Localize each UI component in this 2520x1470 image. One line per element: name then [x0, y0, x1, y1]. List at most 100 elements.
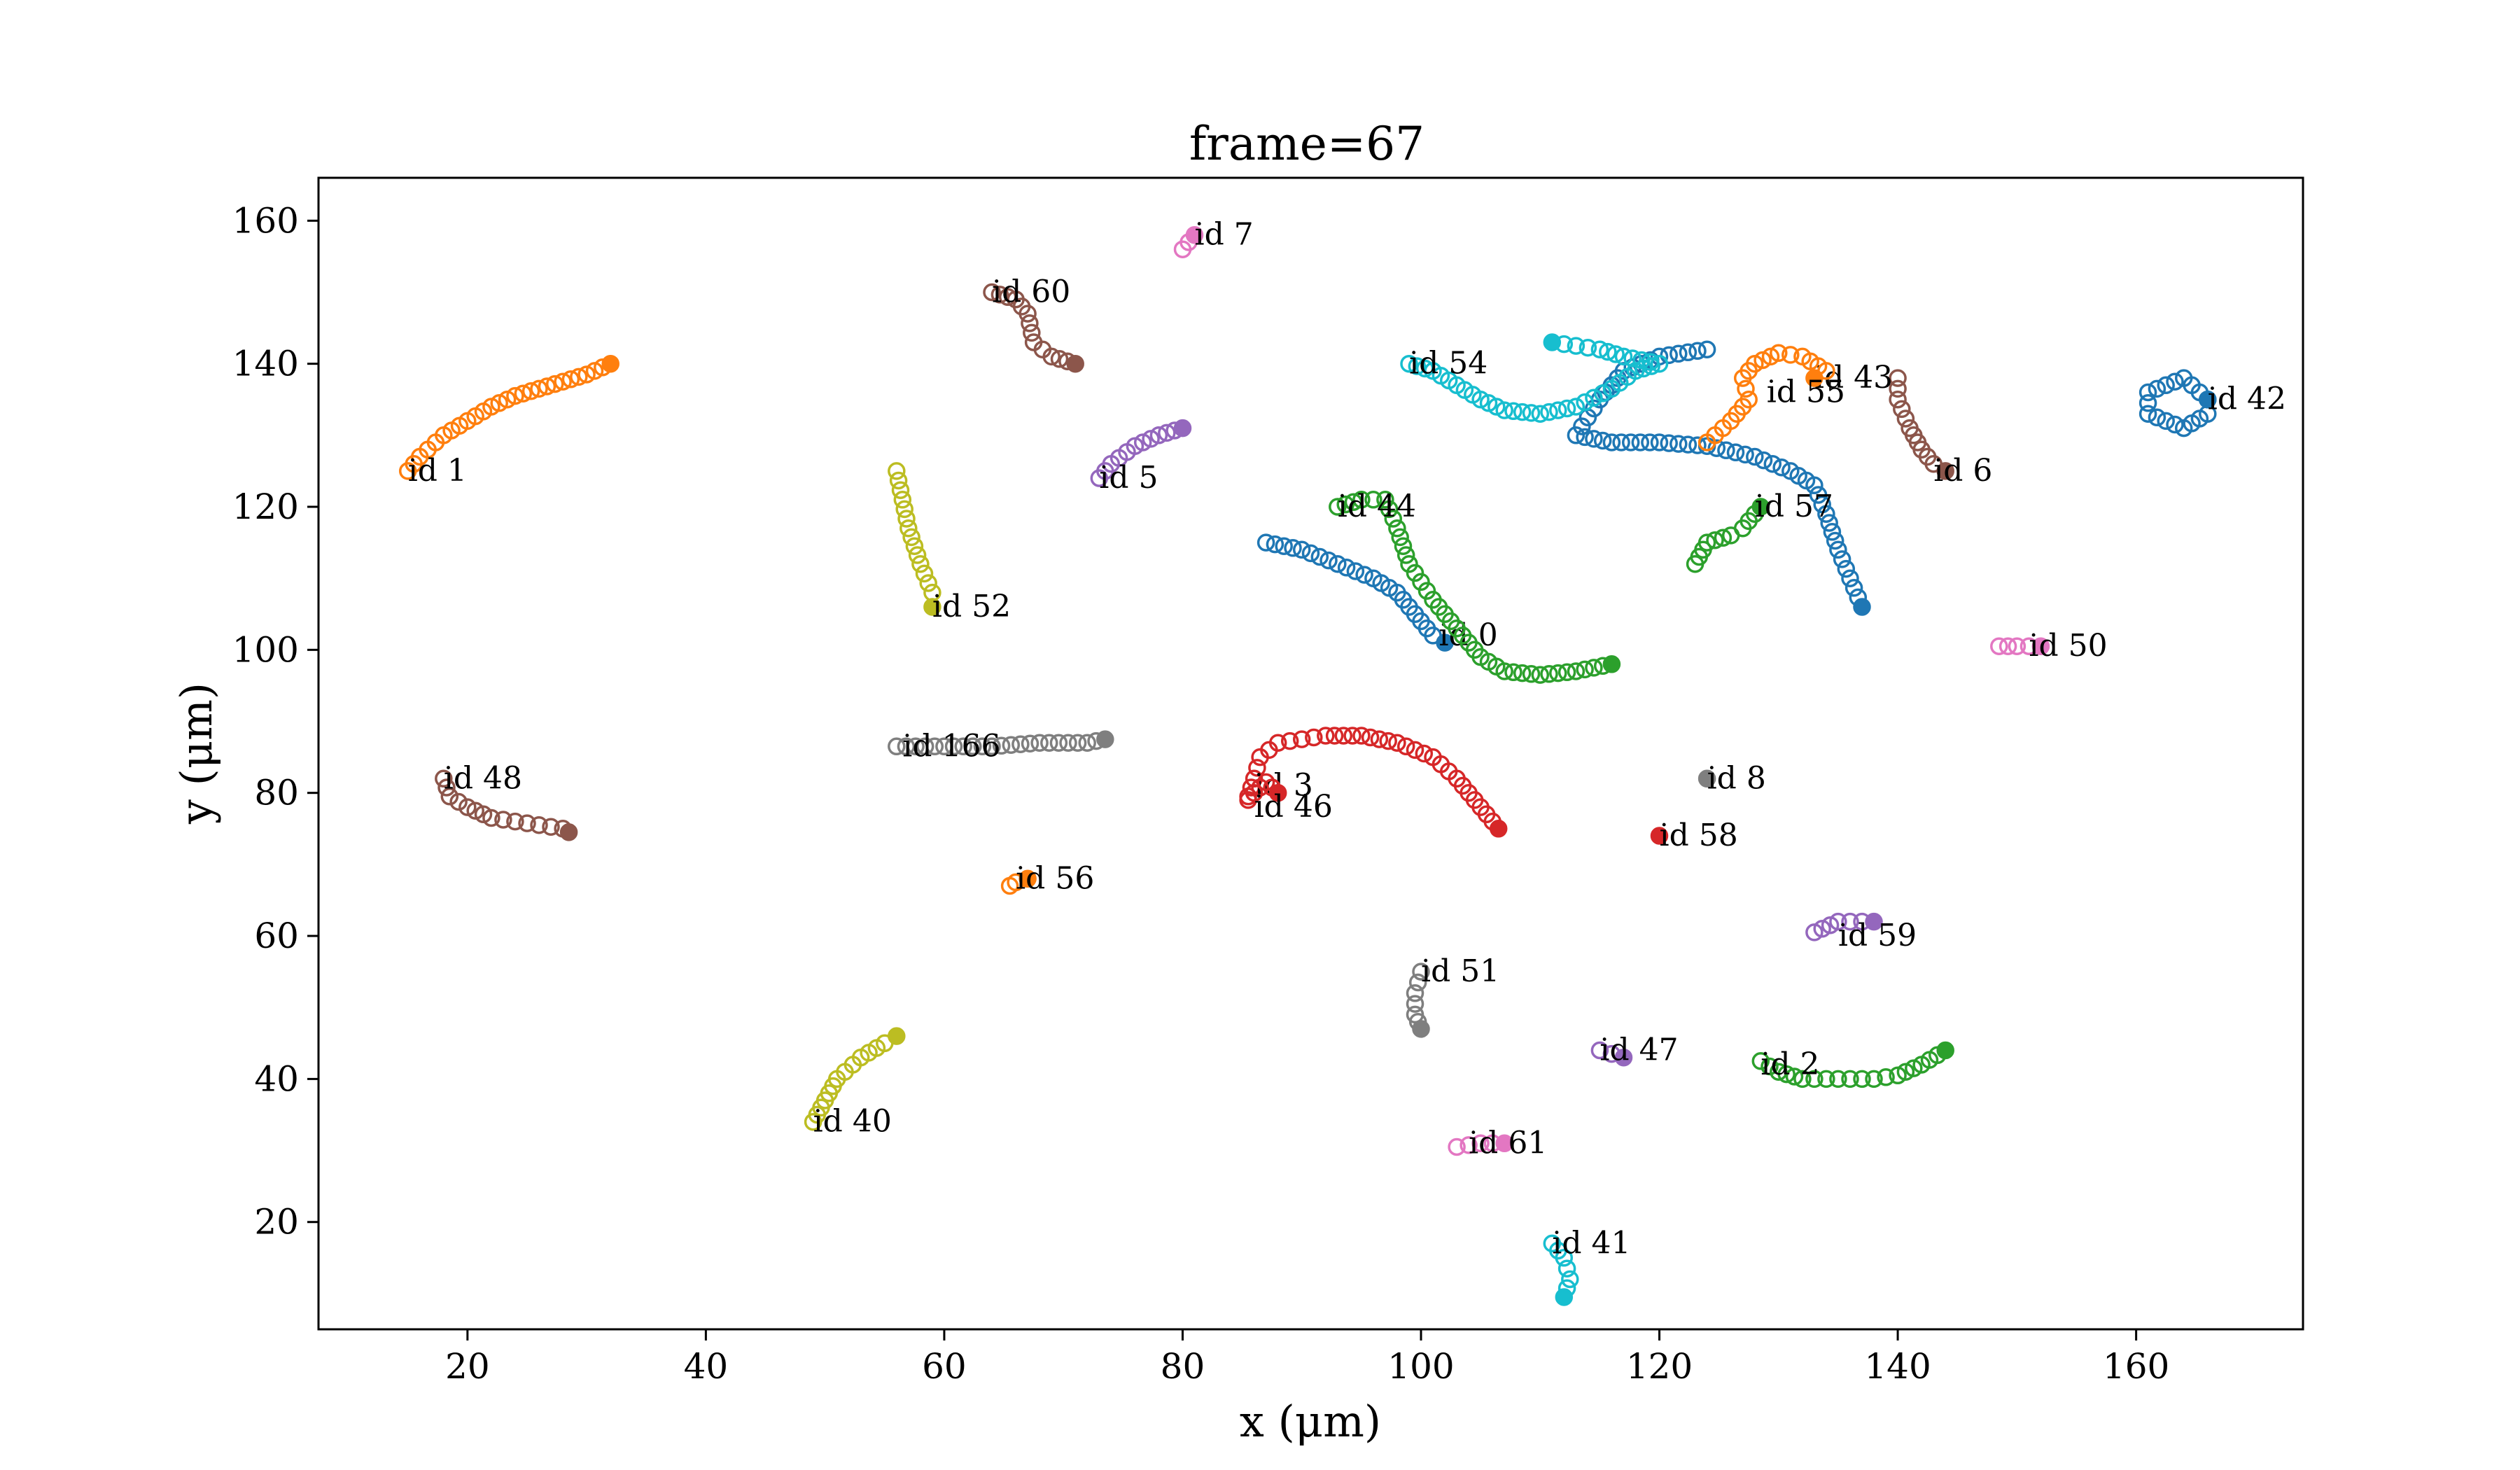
track-point: [1817, 505, 1835, 523]
track-point: [1770, 344, 1788, 363]
track-point: [1355, 566, 1373, 584]
track-point: [1471, 390, 1490, 409]
track-point: [1245, 783, 1264, 802]
track-point: [1251, 778, 1269, 797]
track-point: [1558, 399, 1576, 418]
track-point: [1820, 514, 1838, 532]
track-point: [440, 788, 459, 806]
track-point: [1793, 1070, 1812, 1088]
track-point: [1011, 735, 1030, 753]
y-tick-label: 100: [232, 629, 299, 670]
track-point: [1558, 663, 1576, 682]
track-point: [1688, 436, 1707, 454]
track-point: [1777, 1065, 1795, 1084]
track-point: [1606, 345, 1625, 363]
track-point: [1495, 662, 1513, 680]
track-point: [1256, 533, 1275, 552]
track-point: [2166, 372, 2184, 391]
track-point: [1641, 433, 1659, 451]
track-point: [1585, 430, 1603, 448]
track-point: [1352, 727, 1371, 745]
track-point: [1805, 1070, 1823, 1088]
track-point: [1050, 350, 1069, 368]
x-tick-label: 120: [1626, 1346, 1693, 1387]
track-label: id 50: [2029, 628, 2107, 664]
track-point: [1585, 388, 1603, 407]
track-label: id 6: [1933, 453, 1992, 489]
track-point: [1380, 500, 1399, 519]
track-point: [1837, 559, 1856, 578]
track-point: [1823, 523, 1842, 541]
y-tick-label: 160: [232, 200, 299, 241]
track-point: [1408, 357, 1427, 375]
track-point: [1078, 734, 1096, 752]
track-point: [893, 491, 912, 509]
track-point: [2166, 415, 2184, 434]
track-point: [1068, 734, 1087, 752]
track-point: [1412, 573, 1430, 592]
track-point: [1642, 353, 1660, 371]
track-point: [522, 382, 540, 400]
track-point: [506, 386, 524, 405]
track-point: [570, 368, 588, 386]
track-id-52: id 52: [888, 462, 1011, 624]
y-axis-title: y (μm): [171, 682, 222, 825]
track-point: [1513, 664, 1532, 682]
track-label: id 58: [1660, 818, 1738, 853]
track-label: id 51: [1421, 953, 1499, 989]
track-point: [2157, 376, 2175, 395]
track-point: [1576, 428, 1594, 447]
track-point: [1688, 342, 1707, 360]
track-point: [2199, 390, 2217, 409]
track-point: [1042, 347, 1060, 366]
track-point: [1763, 454, 1782, 473]
track-point: [1284, 539, 1302, 557]
track-point: [1504, 663, 1522, 682]
track-point: [1770, 1063, 1788, 1081]
y-tick-label: 40: [254, 1058, 299, 1099]
track-point: [1714, 528, 1732, 547]
track-id-50: id 50: [1990, 628, 2108, 664]
track-point: [1573, 417, 1591, 435]
track-point: [911, 554, 930, 573]
track-id-8: id 8: [1698, 760, 1766, 796]
track-point: [935, 737, 953, 756]
track-point: [2157, 412, 2175, 430]
track-point: [474, 805, 493, 824]
track-point: [1059, 734, 1077, 752]
x-tick-label: 40: [684, 1346, 729, 1387]
track-point: [1522, 404, 1541, 422]
track-point: [1337, 559, 1356, 577]
y-tick-label: 120: [232, 486, 299, 527]
track-label: id 1: [408, 453, 467, 489]
track-label: id 52: [932, 589, 1011, 624]
track-point: [482, 808, 500, 827]
y-tick-label: 20: [254, 1202, 299, 1242]
track-point: [1936, 462, 1954, 480]
track-label: id 7: [1195, 217, 1254, 253]
track-point: [1841, 1070, 1859, 1088]
track-point: [559, 823, 578, 841]
track-point: [1415, 359, 1434, 378]
track-point: [919, 574, 937, 592]
track-point: [2148, 379, 2166, 398]
track-point: [1936, 1041, 1954, 1060]
track-point: [1384, 510, 1403, 528]
track-point: [1698, 769, 1716, 788]
track-point: [1631, 433, 1650, 451]
track-point: [1754, 351, 1772, 370]
track-point: [1185, 225, 1204, 244]
track-point: [435, 769, 453, 788]
track-point: [1370, 730, 1389, 748]
track-point: [1344, 493, 1363, 511]
track-point: [1889, 369, 1907, 387]
track-point: [1746, 447, 1764, 466]
track-point: [1317, 727, 1335, 745]
track-point: [1096, 730, 1114, 748]
chart-title: frame=67: [1189, 117, 1424, 171]
y-tick-label: 140: [232, 344, 299, 384]
track-point: [1853, 1070, 1871, 1088]
track-point: [1543, 333, 1562, 351]
track-label: id 5: [1099, 460, 1158, 496]
